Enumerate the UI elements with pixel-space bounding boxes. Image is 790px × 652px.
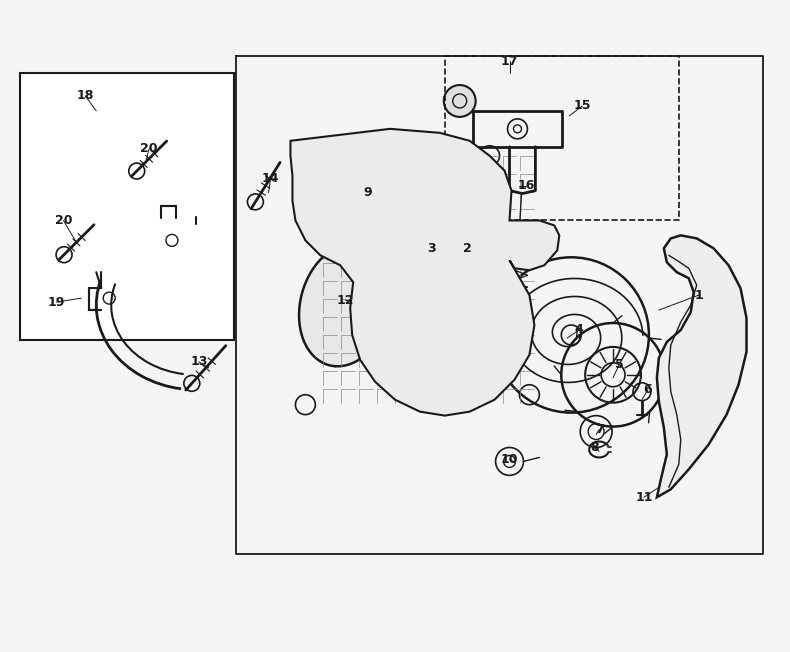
Text: 16: 16 (517, 179, 535, 192)
Text: 4: 4 (575, 323, 584, 336)
Text: 13: 13 (190, 355, 208, 368)
Text: 12: 12 (337, 293, 354, 306)
Text: 20: 20 (55, 214, 72, 227)
Text: 18: 18 (77, 89, 94, 102)
Text: 17: 17 (501, 55, 518, 68)
Text: 2: 2 (463, 242, 472, 255)
Text: 14: 14 (261, 172, 280, 185)
Text: 9: 9 (364, 186, 372, 199)
Text: 11: 11 (635, 491, 653, 504)
Bar (20, 73, 234, 340)
Text: 3: 3 (427, 242, 436, 255)
Polygon shape (656, 235, 747, 497)
Text: 7: 7 (595, 423, 604, 436)
Polygon shape (291, 129, 559, 415)
Text: 19: 19 (47, 295, 65, 308)
Text: 10: 10 (501, 453, 518, 466)
Ellipse shape (299, 244, 391, 366)
Text: 8: 8 (590, 441, 599, 454)
Text: 20: 20 (141, 142, 158, 155)
Text: 15: 15 (574, 100, 591, 112)
Circle shape (444, 85, 476, 117)
Text: 5: 5 (615, 359, 623, 372)
Text: 6: 6 (644, 383, 653, 396)
Text: 1: 1 (694, 289, 703, 302)
